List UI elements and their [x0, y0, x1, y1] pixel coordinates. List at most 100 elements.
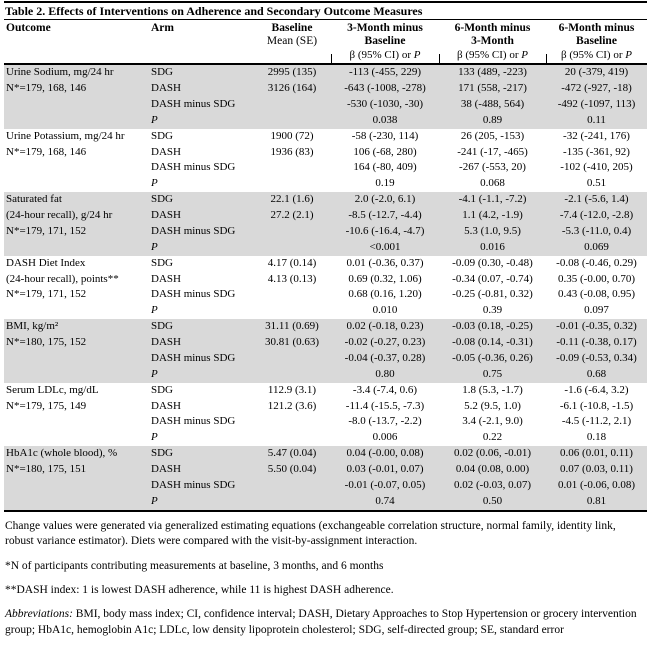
value-cell: 0.68 — [586, 367, 607, 380]
value-cell: -267 (-553, 20) — [459, 161, 526, 174]
arm-cell: SDG — [151, 383, 174, 396]
footnote: Change values were generated via general… — [5, 519, 616, 548]
arm-cell: SDG — [151, 447, 174, 460]
value-cell: 0.75 — [482, 367, 503, 380]
value-cell: -0.05 (-0.36, 0.26) — [452, 351, 533, 364]
table-row: DASH minus SDG -8.0 (-13.7, -2.2) 3.4 (-2.… — [4, 414, 647, 430]
baseline-mean-cell — [253, 478, 331, 494]
baseline-mean-cell: 5.50 (0.04) — [267, 463, 317, 476]
value-cell: -0.01 (-0.07, 0.05) — [344, 478, 426, 491]
value-cell: 0.04 (-0.00, 0.08) — [346, 447, 424, 460]
table-row: DASH minus SDG -530 (-1030, -30) 38 (-488,… — [4, 96, 647, 113]
arm-cell: SDG — [151, 256, 174, 269]
table-row: DASH 27.2 (2.1) -8.5 (-12.7, -4.4) 1.1 (4.2… — [4, 208, 647, 224]
value-cell: 0.069 — [584, 240, 609, 253]
p-value-row-label: P — [151, 304, 158, 317]
column-header-baseline: Baseline Mean (SE) — [253, 20, 331, 66]
arm-cell: SDG — [151, 320, 174, 333]
value-cell: -113 (-455, 229) — [349, 66, 421, 79]
arm-cell: DASH minus SDG — [151, 351, 236, 364]
arm-cell: DASH minus SDG — [151, 97, 236, 110]
arm-cell: SDG — [151, 66, 174, 79]
value-cell: 5.2 (9.5, 1.0) — [464, 399, 521, 412]
value-cell: 0.89 — [482, 113, 503, 126]
table-row: DASH Diet Index (24-hour recall), points*… — [4, 256, 647, 301]
value-cell: -0.11 (-0.38, 0.17) — [556, 336, 637, 349]
value-cell: 0.02 (0.06, -0.01) — [454, 447, 531, 460]
arm-cell: DASH — [151, 209, 181, 222]
baseline-mean-cell: 5.47 (0.04) — [267, 447, 317, 460]
baseline-mean-cell — [253, 430, 331, 446]
column-header-3month-minus-baseline: 3-Month minus Baseline β (95% CI) or P — [331, 20, 439, 66]
baseline-mean-cell: 4.17 (0.14) — [267, 256, 317, 269]
baseline-mean-cell — [253, 287, 331, 303]
value-cell: -0.08 (-0.46, 0.29) — [556, 256, 637, 269]
footnote: **DASH index: 1 is lowest DASH adherence… — [5, 583, 394, 596]
value-cell: 133 (489, -223) — [458, 66, 527, 79]
table-row: DASH 121.2 (3.6) -11.4 (-15.5, -7.3) 5.2 (9… — [4, 399, 647, 415]
value-cell: 164 (-80, 409) — [353, 161, 417, 174]
table-row: DASH minus SDG 164 (-80, 409) -267 (-553, … — [4, 160, 647, 176]
outcome-cell: BMI, kg/m² N*=180, 175, 152 — [6, 320, 87, 349]
value-cell: 0.097 — [584, 304, 609, 317]
arm-cell: DASH minus SDG — [151, 161, 236, 174]
value-cell: -5.3 (-11.0, 0.4) — [561, 224, 632, 237]
table-row: Urine Potassium, mg/24 hr N*=179, 168, 14… — [4, 129, 647, 158]
value-cell: 0.010 — [372, 304, 398, 317]
arm-cell: DASH — [151, 272, 181, 285]
results-table: Outcome Arm Baseline Mean (SE) 3-Month m… — [4, 20, 647, 512]
value-cell: 0.03 (-0.01, 0.07) — [346, 463, 424, 476]
paper-table-page: Table 2. Effects of Interventions on Adh… — [0, 1, 651, 638]
value-cell: 0.01 (-0.06, 0.08) — [558, 478, 635, 491]
outcome-cell: Urine Sodium, mg/24 hr N*=179, 168, 146 — [6, 66, 114, 95]
value-cell: 0.51 — [586, 177, 607, 190]
table-row: DASH 30.81 (0.63) -0.02 (-0.27, 0.23) -0.08… — [4, 335, 647, 351]
value-cell: -7.4 (-12.0, -2.8) — [559, 209, 634, 222]
value-cell: -8.0 (-13.7, -2.2) — [348, 415, 422, 428]
arm-cell: DASH — [151, 463, 181, 476]
value-cell: -2.1 (-5.6, 1.4) — [564, 193, 629, 206]
table-row: P 0.010 0.39 0.097 — [4, 303, 647, 319]
value-cell: 0.06 (0.01, 0.11) — [560, 447, 633, 460]
baseline-mean-cell: 31.11 (0.69) — [265, 320, 319, 333]
table-row: DASH 5.50 (0.04) 0.03 (-0.01, 0.07) 0.04 (0… — [4, 462, 647, 478]
value-cell: -8.5 (-12.7, -4.4) — [348, 209, 422, 222]
table-row: DASH minus SDG 0.68 (0.16, 1.20) -0.25 (-0… — [4, 287, 647, 303]
table-row: Serum LDLc, mg/dL N*=179, 175, 149 SDG 112.… — [4, 383, 647, 412]
baseline-mean-cell: 1936 (83) — [270, 145, 314, 158]
baseline-mean-cell: 30.81 (0.63) — [264, 336, 320, 349]
table-row: DASH 3126 (164) -643 (-1008, -278) 171 (558… — [4, 81, 647, 97]
table-row: DASH 4.13 (0.13) 0.69 (0.32, 1.06) -0.34 (0… — [4, 272, 647, 288]
value-cell: 0.02 (-0.18, 0.23) — [346, 320, 424, 333]
beta-ci-label: β (95% CI) or P — [457, 48, 528, 61]
arm-cell: DASH — [151, 399, 181, 412]
outcome-cell: Urine Potassium, mg/24 hr N*=179, 168, 14… — [6, 129, 125, 158]
table-row: HbA1c (whole blood), % N*=180, 175, 151 SD… — [4, 446, 647, 475]
value-cell: 0.50 — [482, 494, 503, 507]
table-row: DASH minus SDG -0.01 (-0.07, 0.05) 0.02 (-… — [4, 477, 647, 494]
footnotes-section: Change values were generated via general… — [4, 519, 647, 638]
beta-ci-label: β (95% CI) or P — [561, 48, 632, 61]
value-cell: -3.4 (-7.4, 0.6) — [352, 383, 418, 396]
outcome-cell: HbA1c (whole blood), % N*=180, 175, 151 — [6, 447, 118, 476]
value-cell: 0.68 (0.16, 1.20) — [348, 288, 422, 301]
arm-cell: DASH — [151, 82, 181, 95]
value-cell: 0.01 (-0.36, 0.37) — [346, 256, 424, 269]
value-cell: 106 (-68, 280) — [353, 145, 417, 158]
footnote: *N of participants contributing measurem… — [5, 559, 384, 572]
value-cell: -0.04 (-0.37, 0.28) — [344, 351, 426, 364]
value-cell: 0.22 — [482, 431, 503, 444]
table-row: P 0.19 0.068 0.51 — [4, 176, 647, 192]
value-cell: 171 (558, -217) — [458, 82, 527, 95]
value-cell: -11.4 (-15.5, -7.3) — [345, 399, 425, 412]
column-header-outcome: Outcome — [4, 20, 149, 66]
value-cell: 0.69 (0.32, 1.06) — [348, 272, 422, 285]
value-cell: -0.08 (0.14, -0.31) — [452, 336, 533, 349]
value-cell: -6.1 (-10.8, -1.5) — [559, 399, 634, 412]
value-cell: -0.09 (-0.53, 0.34) — [556, 351, 637, 364]
baseline-mean-cell — [253, 224, 331, 240]
table-row: DASH minus SDG -0.04 (-0.37, 0.28) -0.05 (… — [4, 350, 647, 367]
value-cell: 0.39 — [482, 304, 503, 317]
value-cell: 0.35 (-0.00, 0.70) — [558, 272, 635, 285]
value-cell: 0.02 (-0.03, 0.07) — [454, 478, 531, 491]
